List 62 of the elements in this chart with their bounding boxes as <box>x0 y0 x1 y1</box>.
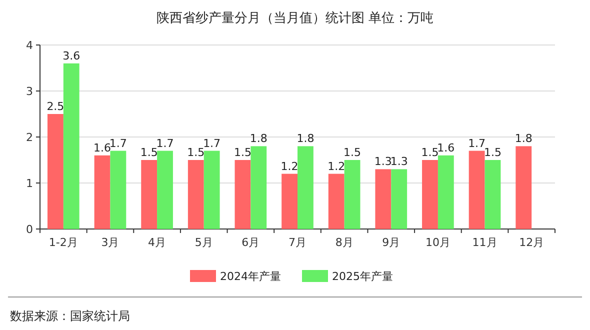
data-label: 1.8 <box>250 132 268 146</box>
bar <box>375 169 392 229</box>
data-label: 1.3 <box>374 155 392 168</box>
bar <box>141 160 158 229</box>
x-tick-label: 8月 <box>335 236 354 249</box>
x-tick-label: 4月 <box>148 236 166 249</box>
bar <box>157 150 173 229</box>
data-label: 1.5 <box>344 146 362 159</box>
bar <box>422 160 438 229</box>
data-label: 1.8 <box>296 132 314 146</box>
x-tick-label: 7月 <box>288 236 306 249</box>
bar <box>468 150 485 229</box>
data-label: 1.5 <box>234 146 252 159</box>
x-tick-label: 12月 <box>519 236 544 249</box>
data-label: 1.5 <box>140 146 158 159</box>
bar <box>110 150 126 229</box>
bar <box>282 174 298 229</box>
y-tick-label: 0 <box>26 223 33 236</box>
y-tick-label: 3 <box>26 85 33 98</box>
x-tick-label: 10月 <box>425 236 450 249</box>
legend-label: 2024年产量 <box>220 270 281 283</box>
x-tick-label: 3月 <box>101 236 120 249</box>
bar <box>516 146 532 229</box>
bar <box>484 160 501 229</box>
x-tick-label: 11月 <box>472 236 498 249</box>
data-label: 2.5 <box>46 100 64 113</box>
bar <box>47 114 64 229</box>
data-label: 1.7 <box>156 136 174 150</box>
data-label: 1.7 <box>203 136 221 150</box>
data-label: 1.2 <box>328 160 346 173</box>
x-tick-label: 1-2月 <box>48 236 78 249</box>
bar <box>298 146 314 229</box>
bar <box>250 146 267 229</box>
bar <box>344 160 360 229</box>
data-label: 1.6 <box>94 141 112 154</box>
legend-label: 2025年产量 <box>332 270 393 283</box>
bar <box>188 160 204 229</box>
data-label: 1.7 <box>109 136 127 150</box>
bar <box>234 160 251 229</box>
x-tick-label: 5月 <box>194 236 213 249</box>
chart-title: 陕西省纱产量分月（当月值）统计图 单位：万吨 <box>156 11 434 26</box>
data-label: 1.8 <box>514 132 532 146</box>
bar <box>204 150 220 229</box>
data-label: 1.3 <box>390 155 408 168</box>
data-label: 1.5 <box>187 146 205 159</box>
data-label: 1.5 <box>484 146 502 159</box>
bar <box>328 174 344 229</box>
bar <box>94 155 110 229</box>
data-label: 1.7 <box>468 136 486 150</box>
data-label: 1.2 <box>280 160 298 173</box>
y-tick-label: 2 <box>26 131 33 144</box>
source-note: 数据来源：国家统计局 <box>10 309 130 323</box>
x-tick-label: 9月 <box>382 236 400 249</box>
y-tick-label: 1 <box>26 177 33 190</box>
data-label: 3.6 <box>62 49 80 62</box>
bar <box>391 169 408 229</box>
bar <box>438 155 454 229</box>
y-tick-label: 4 <box>26 39 33 52</box>
bar <box>63 63 80 229</box>
data-label: 1.6 <box>437 141 455 154</box>
x-tick-label: 6月 <box>242 236 260 249</box>
data-label: 1.5 <box>421 146 439 159</box>
